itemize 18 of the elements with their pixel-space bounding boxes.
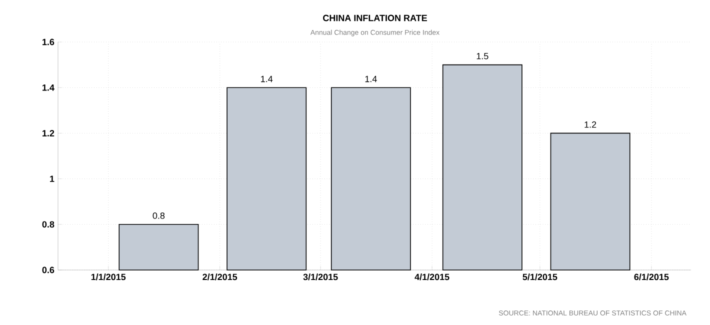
x-tick-label: 2/1/2015	[202, 274, 238, 280]
data-label: 1.4	[365, 76, 377, 82]
data-label: 1.5	[476, 52, 488, 60]
y-tick-label: 0.8	[42, 221, 54, 228]
x-tick-label: 6/1/2015	[634, 274, 669, 280]
chart-title: CHINA INFLATION RATE	[323, 14, 427, 22]
y-tick-label: 1.6	[42, 38, 54, 46]
data-label: 1.2	[584, 121, 596, 128]
x-tick-label: 3/1/2015	[303, 274, 338, 280]
y-tick-label: 1.4	[42, 84, 54, 91]
x-tick-label: 4/1/2015	[414, 274, 450, 280]
x-tick-label: 1/1/2015	[91, 274, 126, 280]
y-tick-label: 0.6	[42, 266, 54, 274]
data-label: 0.8	[152, 212, 165, 219]
data-label: 1.4	[261, 76, 273, 82]
y-tick-label: 1.2	[42, 130, 54, 136]
x-tick-label: 5/1/2015	[522, 274, 558, 280]
y-tick-label: 1	[50, 176, 54, 182]
